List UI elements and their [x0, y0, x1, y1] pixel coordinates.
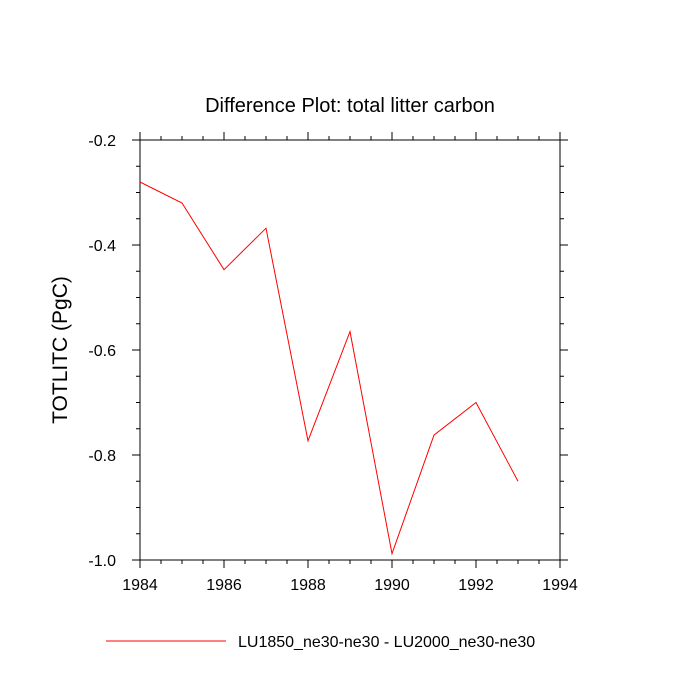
- y-tick-label: -0.2: [88, 133, 116, 150]
- x-tick-label: 1988: [290, 577, 326, 594]
- chart-title: Difference Plot: total litter carbon: [205, 95, 495, 117]
- legend: LU1850_ne30-ne30 - LU2000_ne30-ne30: [106, 634, 535, 651]
- x-tick-label: 1994: [542, 577, 578, 594]
- series-layer: [139, 181, 519, 556]
- x-tick-label: 1984: [122, 577, 158, 594]
- y-tick-label: -0.8: [88, 448, 116, 465]
- y-tick-label: -0.6: [88, 343, 116, 360]
- x-tick-label: 1986: [206, 577, 242, 594]
- y-tick-label: -0.4: [88, 238, 116, 255]
- axis-tick-labels: 1984 1986 1988 1990 1992 1994 -1.0 -0.8 -0.6 -0.4…: [88, 133, 577, 594]
- plot-frame: [139, 139, 561, 561]
- x-tick-label: 1990: [374, 577, 410, 594]
- y-tick-label: -1.0: [88, 553, 116, 570]
- axis-ticks: [132, 132, 568, 568]
- series-line: [139, 181, 519, 556]
- y-axis-label: TOTLITC (PgC): [49, 276, 72, 424]
- legend-label: LU1850_ne30-ne30 - LU2000_ne30-ne30: [238, 634, 535, 651]
- x-tick-label: 1992: [458, 577, 494, 594]
